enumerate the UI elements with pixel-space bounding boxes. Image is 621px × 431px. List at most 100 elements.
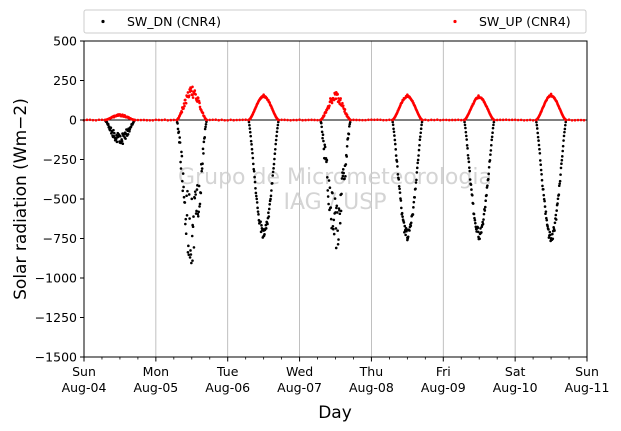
- sw-dn-point: [558, 182, 561, 185]
- sw-dn-point: [322, 147, 326, 151]
- sw-dn-point: [412, 200, 416, 204]
- sw-dn-point: [403, 231, 406, 234]
- sw-dn-point: [250, 147, 254, 151]
- sw-up-point: [283, 118, 286, 122]
- sw-dn-point: [561, 144, 565, 148]
- sw-dn-point: [274, 142, 278, 146]
- sw-dn-point: [537, 143, 541, 147]
- legend-label-sw-dn: SW_DN (CNR4): [127, 14, 221, 29]
- sw-dn-point: [552, 226, 555, 229]
- legend-marker-sw-dn: [101, 19, 105, 24]
- x-tick-label-day: Mon: [143, 364, 169, 379]
- sw-dn-point: [539, 163, 543, 167]
- sw-up-point: [438, 118, 442, 122]
- sw-dn-min-point: [191, 259, 194, 262]
- sw-dn-point: [185, 214, 189, 217]
- sw-dn-point: [540, 178, 544, 182]
- sw-dn-point: [198, 205, 201, 208]
- sw-up-point: [157, 118, 161, 122]
- sw-dn-point: [277, 120, 280, 124]
- sw-up-point: [324, 111, 328, 114]
- sw-dn-point: [199, 191, 203, 195]
- sw-dn-point: [340, 192, 343, 196]
- sw-dn-point: [119, 134, 122, 138]
- sw-dn-point: [414, 187, 417, 191]
- sw-up-point: [436, 118, 439, 121]
- sw-dn-point: [259, 220, 262, 223]
- sw-up-point: [184, 98, 187, 102]
- sw-up-point: [316, 118, 319, 122]
- sw-dn-point: [562, 134, 566, 138]
- sw-dn-point: [184, 222, 187, 226]
- x-axis-label: Day: [318, 403, 352, 423]
- sw-dn-point: [394, 148, 398, 151]
- sw-up-point: [337, 97, 340, 100]
- sw-dn-point: [556, 202, 559, 205]
- sw-up-point: [385, 118, 388, 122]
- sw-up-point: [501, 118, 505, 122]
- sw-dn-point: [535, 127, 539, 130]
- sw-dn-point: [492, 120, 496, 124]
- sw-dn-point: [190, 234, 194, 238]
- sw-up-point: [163, 118, 167, 121]
- sw-dn-point: [477, 230, 480, 234]
- sw-dn-point: [201, 162, 204, 165]
- sw-dn-point: [535, 120, 538, 124]
- sw-up-point: [382, 118, 385, 122]
- sw-dn-point: [124, 137, 127, 140]
- sw-dn-point: [537, 139, 540, 142]
- sw-up-point: [182, 107, 185, 110]
- sw-up-point: [295, 118, 298, 122]
- sw-dn-point: [256, 206, 259, 210]
- sw-dn-point: [560, 162, 563, 166]
- sw-up-point: [330, 101, 334, 105]
- sw-up-point: [376, 118, 379, 122]
- sw-dn-point: [120, 139, 124, 143]
- sw-dn-point: [488, 158, 492, 162]
- sw-dn-point: [268, 202, 271, 206]
- sw-dn-point: [323, 143, 327, 147]
- sw-dn-point: [203, 127, 207, 131]
- y-tick-label: −1500: [35, 350, 77, 365]
- sw-up-point: [172, 118, 176, 122]
- sw-dn-point: [251, 151, 254, 155]
- sw-up-point: [358, 118, 361, 122]
- sw-dn-point: [564, 120, 568, 124]
- sw-up-point: [493, 118, 496, 122]
- sw-up-point: [191, 93, 194, 97]
- sw-dn-point: [492, 123, 495, 127]
- sw-up-point: [364, 118, 367, 122]
- sw-dn-min-point: [406, 236, 409, 240]
- sw-dn-point: [187, 244, 190, 248]
- sw-up-point: [373, 118, 376, 122]
- sw-dn-point: [490, 138, 494, 142]
- sw-dn-point: [399, 197, 402, 200]
- sw-dn-point: [408, 229, 411, 232]
- sw-dn-point: [115, 140, 119, 144]
- sw-up-point: [450, 118, 454, 122]
- sw-dn-point: [254, 191, 258, 195]
- sw-dn-point: [270, 182, 274, 185]
- sw-up-point: [582, 118, 586, 122]
- sw-dn-point: [267, 207, 271, 211]
- sw-dn-point: [188, 256, 192, 259]
- sw-dn-point: [563, 130, 566, 134]
- sw-dn-point: [542, 197, 546, 201]
- sw-up-max-point: [477, 94, 480, 97]
- sw-up-point: [139, 118, 143, 122]
- sw-up-point: [341, 104, 345, 107]
- sw-dn-point: [248, 130, 252, 134]
- sw-dn-point: [557, 184, 561, 188]
- sw-up-max-point: [118, 113, 122, 116]
- sw-dn-point: [192, 246, 196, 249]
- sw-dn-point: [420, 123, 423, 127]
- sw-dn-point: [334, 227, 338, 230]
- sw-dn-point: [270, 189, 273, 192]
- sw-dn-point: [341, 168, 345, 171]
- sw-up-point: [190, 89, 193, 93]
- sw-dn-point: [323, 145, 327, 149]
- sw-dn-point: [556, 197, 560, 201]
- sw-dn-point: [483, 209, 487, 212]
- sw-up-point: [187, 94, 191, 97]
- y-tick-label: 0: [69, 113, 77, 128]
